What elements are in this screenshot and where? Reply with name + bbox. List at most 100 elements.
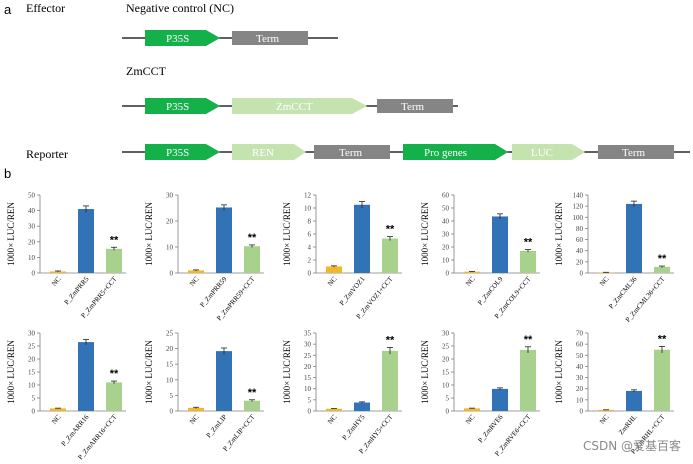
- bar-cct: [106, 248, 122, 273]
- category-label: P_ZmPRR5: [63, 275, 91, 306]
- panel-a: a Effector Negative control (NC) ZmCCT R…: [4, 1, 690, 161]
- y-tick-label: 15: [166, 361, 174, 369]
- y-tick-label: 10: [28, 382, 36, 390]
- reporter-pro-genes-label: Pro genes: [424, 147, 467, 159]
- y-tick-label: 140: [573, 192, 584, 200]
- y-axis-label: 1000× LUC/REN: [554, 202, 564, 266]
- bar-nc: [598, 409, 614, 411]
- y-tick-label: 10: [442, 257, 450, 265]
- y-axis-label: 1000× LUC/REN: [282, 202, 292, 266]
- y-axis-label: 1000× LUC/REN: [282, 340, 292, 404]
- zmcct-construct-title: ZmCCT: [126, 64, 167, 78]
- y-axis-label: 1000× LUC/REN: [420, 202, 430, 266]
- significance-annotation: **: [110, 368, 119, 380]
- chart-panel-6: 1000× LUC/REN051015202530NCP_ZmARR16P_Zm…: [6, 330, 126, 461]
- panel-b-letter: b: [4, 166, 11, 181]
- y-axis-label: 1000× LUC/REN: [6, 340, 16, 404]
- bar-cct: [106, 382, 122, 411]
- nc-construct-title: Negative control (NC): [126, 1, 234, 15]
- reporter-label: Reporter: [26, 147, 68, 161]
- y-tick-label: 5: [32, 395, 36, 403]
- significance-annotation: **: [248, 387, 257, 399]
- y-tick-label: 20: [166, 345, 174, 353]
- significance-annotation: **: [110, 234, 119, 246]
- reporter-ren-label: REN: [252, 147, 274, 159]
- reporter-construct: P35S REN Term Pro genes LUC Term: [122, 144, 690, 160]
- reporter-term1-box: [314, 145, 390, 159]
- effector-label: Effector: [26, 1, 65, 15]
- y-axis-label: 1000× LUC/REN: [420, 340, 430, 404]
- y-tick-label: 50: [28, 192, 36, 200]
- bar-gene: [626, 390, 642, 411]
- reporter-term2-label: Term: [622, 147, 645, 159]
- bar-gene: [626, 203, 642, 273]
- y-tick-label: 0: [446, 408, 450, 416]
- bar-nc: [326, 408, 342, 411]
- y-tick-label: 15: [442, 369, 450, 377]
- bar-nc: [50, 408, 66, 411]
- category-label: NC: [50, 275, 63, 288]
- zmcct-p35s-label: P35S: [166, 101, 189, 113]
- reporter-term2-box: [598, 145, 674, 159]
- nc-construct: P35S Term: [122, 30, 338, 46]
- y-tick-label: 80: [576, 225, 584, 233]
- category-label: NC: [464, 413, 477, 426]
- bar-gene: [354, 204, 370, 273]
- chart-panel-5: 1000× LUC/REN020406080100120140NCP_ZmCML…: [554, 192, 674, 324]
- significance-annotation: **: [386, 334, 395, 346]
- y-tick-label: 0: [32, 270, 36, 278]
- bar-cct: [654, 266, 670, 273]
- y-tick-label: 20: [442, 244, 450, 252]
- y-axis-label: 1000× LUC/REN: [144, 340, 154, 404]
- bar-cct: [654, 349, 670, 411]
- y-tick-label: 10: [576, 396, 584, 404]
- y-tick-label: 5: [446, 395, 450, 403]
- y-tick-label: 12: [304, 192, 312, 200]
- y-tick-label: 5: [170, 392, 174, 400]
- y-axis-label: 1000× LUC/REN: [144, 202, 154, 266]
- y-tick-label: 0: [308, 270, 312, 278]
- bar-gene: [78, 342, 94, 411]
- y-tick-label: 60: [576, 341, 584, 349]
- chart-panel-2: 1000× LUC/REN0102030NCP_ZmPRR59P_ZmPRR59…: [144, 192, 264, 322]
- category-label: P_ZmLIP: [205, 413, 229, 439]
- bar-cct: [244, 400, 260, 411]
- y-tick-label: 10: [442, 382, 450, 390]
- bar-cct: [244, 246, 260, 273]
- y-tick-label: 20: [304, 363, 312, 371]
- zmcct-cds-arrow: [232, 98, 367, 114]
- reporter-ren-arrow: [232, 144, 306, 160]
- y-tick-label: 50: [576, 352, 584, 360]
- reporter-pro-genes-arrow: [403, 144, 508, 160]
- category-label: ZmRHL: [617, 413, 638, 436]
- y-tick-label: 0: [580, 408, 584, 416]
- y-axis-label: 1000× LUC/REN: [6, 202, 16, 266]
- y-tick-label: 0: [170, 408, 174, 416]
- bar-gene: [216, 351, 232, 411]
- significance-annotation: **: [524, 237, 533, 249]
- category-label: NC: [188, 275, 201, 288]
- zmcct-cds-label: ZmCCT: [276, 101, 313, 113]
- y-tick-label: 20: [166, 218, 174, 226]
- bar-cct: [382, 350, 398, 411]
- y-tick-label: 10: [166, 244, 174, 252]
- y-tick-label: 30: [28, 330, 36, 338]
- y-tick-label: 40: [442, 218, 450, 226]
- y-tick-label: 120: [573, 203, 584, 211]
- y-axis-label: 1000× LUC/REN: [554, 340, 564, 404]
- y-tick-label: 40: [576, 247, 584, 255]
- y-tick-label: 10: [304, 385, 312, 393]
- bar-nc: [464, 271, 480, 273]
- category-label: NC: [50, 413, 63, 426]
- bar-gene: [492, 388, 508, 411]
- bar-nc: [188, 270, 204, 273]
- bar-gene: [354, 402, 370, 411]
- category-label: NC: [188, 413, 201, 426]
- zmcct-p35s-arrow: [145, 98, 220, 114]
- y-tick-label: 0: [580, 270, 584, 278]
- nc-p35s-arrow: [145, 30, 220, 46]
